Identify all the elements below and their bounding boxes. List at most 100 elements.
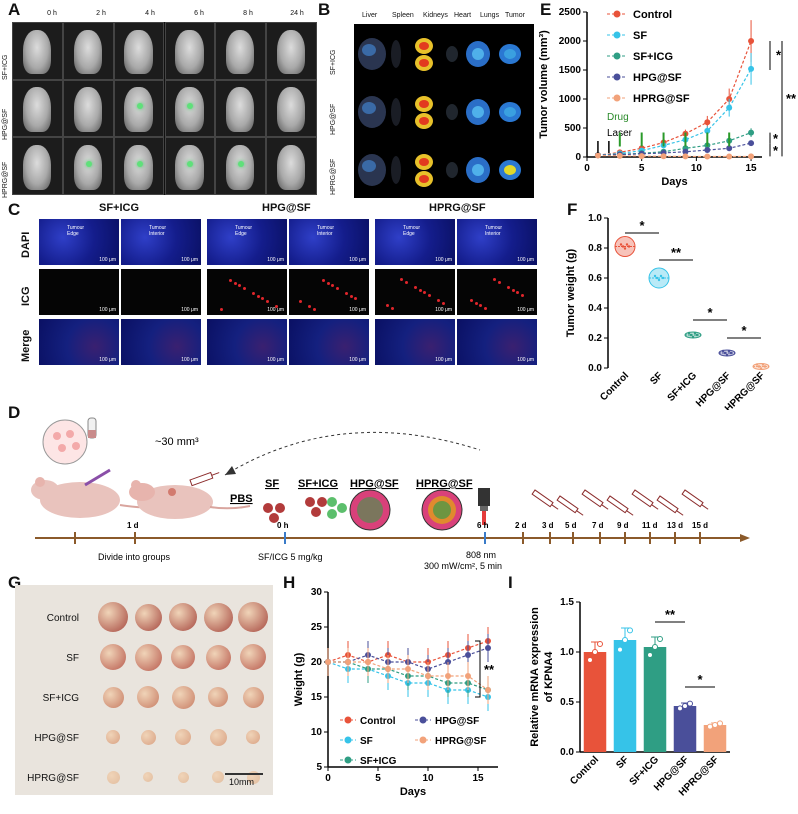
fluorescence-tile: 100 μm bbox=[38, 268, 120, 316]
fluorescence-tile: 100 μm bbox=[456, 318, 538, 366]
ivis-mouse-image bbox=[12, 79, 63, 138]
data-point bbox=[725, 353, 729, 357]
fluorescence-spot bbox=[187, 160, 194, 167]
y-axis-label: Tumor volume (mm³) bbox=[538, 30, 550, 139]
tumour-edge-label: Tumour Edge bbox=[403, 225, 421, 237]
data-point bbox=[661, 276, 665, 280]
time-label: 24 h bbox=[290, 10, 304, 17]
panel-label-d: D bbox=[8, 403, 21, 422]
tumour-edge-label: Tumour Edge bbox=[235, 225, 253, 237]
row-label: HPG@SF bbox=[2, 108, 9, 140]
spleen-organ bbox=[391, 98, 401, 126]
laser-icon bbox=[478, 488, 490, 525]
scale-bar-label: 100 μm bbox=[99, 257, 116, 263]
data-point bbox=[759, 367, 763, 370]
y-axis-label: of KPNA4 bbox=[543, 651, 555, 703]
organ-label: Spleen bbox=[392, 12, 414, 19]
y-tick-label: 10 bbox=[311, 727, 323, 738]
fluorescence-tile: 100 μm bbox=[206, 318, 288, 366]
legend-label: HPG@SF bbox=[435, 716, 479, 727]
data-point bbox=[748, 129, 755, 136]
data-point bbox=[712, 722, 718, 728]
data-point bbox=[485, 687, 491, 693]
significance-mark: * bbox=[773, 131, 779, 146]
data-point bbox=[345, 659, 351, 665]
x-tick-label: 10 bbox=[422, 773, 434, 784]
tumour-interior-label: Tumour Interior bbox=[149, 225, 167, 237]
syringe-icon bbox=[606, 495, 634, 516]
data-point bbox=[485, 645, 491, 651]
legend-label: HPRG@SF bbox=[633, 93, 690, 105]
scale-bar-label: 100 μm bbox=[435, 357, 452, 363]
y-tick-label: 0.8 bbox=[588, 243, 602, 254]
syringe-icon bbox=[189, 471, 220, 487]
y-axis-label: Relative mRNA expression bbox=[529, 607, 541, 747]
mouse-illustration bbox=[31, 468, 171, 518]
data-point bbox=[704, 147, 711, 154]
y-tick-label: 0.4 bbox=[588, 303, 602, 314]
fluorescence-spot bbox=[187, 102, 194, 109]
ivis-mouse-image bbox=[113, 22, 165, 80]
legend-marker bbox=[613, 52, 621, 60]
heart-organ bbox=[446, 162, 458, 178]
x-tick-label: 15 bbox=[472, 773, 484, 784]
fluorescence-tile: 100 μm bbox=[288, 268, 370, 316]
panel-label-b: B bbox=[318, 0, 331, 19]
series-line bbox=[597, 68, 752, 156]
fluorescence-tile: 100 μm bbox=[374, 318, 456, 366]
syringe-icon bbox=[631, 489, 659, 510]
excised-tumor bbox=[106, 770, 120, 784]
organ-label: Tumor bbox=[505, 12, 525, 19]
panel-a: 0 h 2 h 4 h 6 h 8 h 24 h SF+ICG HPG@SF H… bbox=[2, 10, 317, 198]
data-point bbox=[659, 274, 663, 278]
data-point bbox=[622, 637, 628, 643]
laser-wavelength: 808 nm bbox=[466, 550, 496, 560]
timeline-tick-label: 15 d bbox=[692, 521, 708, 530]
y-tick-label: 0.0 bbox=[588, 363, 602, 374]
timeline-tick-label: 1 d bbox=[127, 521, 139, 530]
timeline-tick-label: 11 d bbox=[642, 521, 658, 530]
excised-tumor bbox=[102, 686, 124, 708]
tumor-row-label: SF bbox=[66, 653, 79, 664]
y-tick-label: 0 bbox=[575, 152, 581, 163]
data-point bbox=[748, 65, 755, 72]
x-tick-label: 5 bbox=[375, 773, 381, 784]
scale-bar-label: 100 μm bbox=[517, 257, 534, 263]
x-axis-label: Days bbox=[661, 176, 687, 188]
data-point bbox=[748, 140, 755, 147]
tumor-row-label: HPG@SF bbox=[34, 733, 79, 744]
data-point bbox=[723, 351, 727, 355]
y-tick-label: 20 bbox=[311, 657, 323, 668]
series-line bbox=[597, 142, 752, 156]
significance-mark: * bbox=[697, 672, 703, 687]
fluorescence-tile: Tumour Edge 100 μm bbox=[206, 218, 288, 266]
data-point bbox=[617, 646, 623, 653]
data-point bbox=[592, 649, 598, 655]
arrow-head bbox=[225, 466, 236, 475]
y-tick-label: 2000 bbox=[559, 36, 582, 47]
data-point bbox=[707, 723, 713, 730]
excised-tumor bbox=[171, 645, 195, 669]
y-tick-label: 1000 bbox=[559, 94, 582, 105]
data-point bbox=[748, 153, 755, 160]
fluorescence-tile: 100 μm bbox=[38, 318, 120, 366]
series-line bbox=[327, 661, 489, 698]
heart-organ bbox=[446, 46, 458, 62]
data-point bbox=[465, 652, 471, 658]
series-line bbox=[597, 154, 752, 158]
legend-marker bbox=[344, 716, 352, 724]
excised-tumor bbox=[98, 602, 128, 632]
ivis-mouse-image bbox=[266, 79, 317, 138]
significance-mark: ** bbox=[484, 662, 495, 677]
tumour-interior-label: Tumour Interior bbox=[317, 225, 335, 237]
y-tick-label: 1.0 bbox=[560, 647, 574, 658]
data-point bbox=[763, 365, 767, 368]
significance-mark: * bbox=[776, 48, 782, 63]
excised-tumor bbox=[140, 729, 156, 745]
dose-label: SF/ICG 5 mg/kg bbox=[258, 552, 323, 562]
x-tick-label: Control bbox=[598, 370, 631, 403]
fluorescence-spot bbox=[85, 160, 92, 167]
panel-c: SF+ICG HPG@SF HPRG@SF DAPI ICG Merge Tum… bbox=[14, 200, 538, 366]
legend-marker bbox=[613, 94, 621, 102]
y-tick-label: 1.5 bbox=[560, 597, 574, 608]
